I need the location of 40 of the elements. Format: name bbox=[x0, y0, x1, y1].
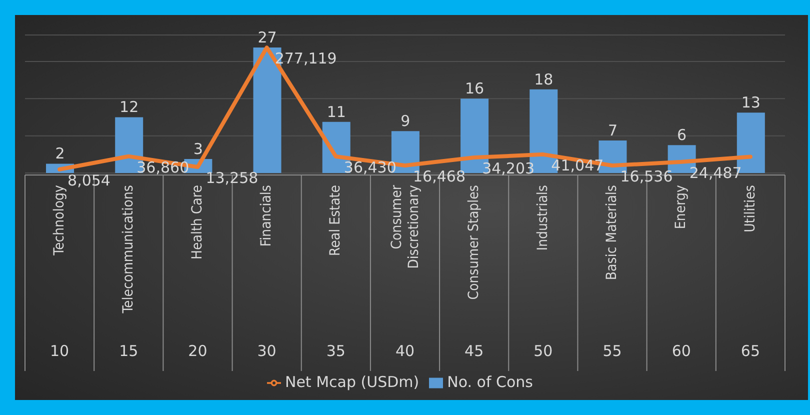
text: 60 bbox=[672, 342, 691, 360]
text: 20 bbox=[188, 342, 208, 360]
x-tick-label: Technology bbox=[51, 184, 68, 256]
x-tick-label: Consumer Discretionary bbox=[388, 184, 422, 269]
data-label: 18 bbox=[534, 70, 554, 88]
x-tick-label: Consumer Staples bbox=[466, 185, 482, 300]
x-tick-label: Energy bbox=[673, 184, 690, 230]
x-tick-label: Telecommunications bbox=[120, 185, 136, 314]
x-tick-label: Financials bbox=[258, 185, 275, 247]
legend-label: No. of Cons bbox=[447, 373, 533, 391]
data-label: 16,536 bbox=[620, 168, 673, 186]
data-label: 6 bbox=[677, 126, 687, 144]
x-tick-label: Health Care bbox=[190, 184, 206, 260]
x-tick-label: Industrials bbox=[535, 185, 552, 251]
data-label: 27 bbox=[258, 28, 277, 47]
data-label: 12 bbox=[120, 98, 139, 116]
x-tick-label: Real Estate bbox=[328, 184, 344, 256]
legend-label: Net Mcap (USDm) bbox=[284, 373, 420, 391]
text: 65 bbox=[740, 342, 760, 360]
data-label: 16 bbox=[465, 80, 484, 98]
data-label: 24,487 bbox=[689, 164, 742, 182]
text: 40 bbox=[395, 342, 415, 360]
text: 55 bbox=[602, 342, 622, 360]
data-label: 7 bbox=[608, 121, 618, 140]
data-label: 3 bbox=[193, 140, 203, 158]
text: 10 bbox=[50, 342, 70, 360]
data-label: 13 bbox=[741, 94, 760, 112]
text: 30 bbox=[257, 342, 276, 360]
data-label: 11 bbox=[326, 102, 346, 121]
data-label: 9 bbox=[400, 112, 410, 130]
text: 35 bbox=[326, 342, 346, 360]
data-label: 2 bbox=[55, 144, 65, 163]
data-label: 8,054 bbox=[68, 171, 110, 190]
text: 15 bbox=[119, 342, 138, 360]
text: 50 bbox=[534, 342, 553, 360]
data-label: 13,258 bbox=[206, 169, 258, 187]
data-label: 16,468 bbox=[413, 168, 466, 186]
x-tick-label: Utilities bbox=[742, 185, 758, 232]
text: 45 bbox=[464, 342, 484, 360]
x-tick-label: Basic Materials bbox=[604, 185, 620, 280]
